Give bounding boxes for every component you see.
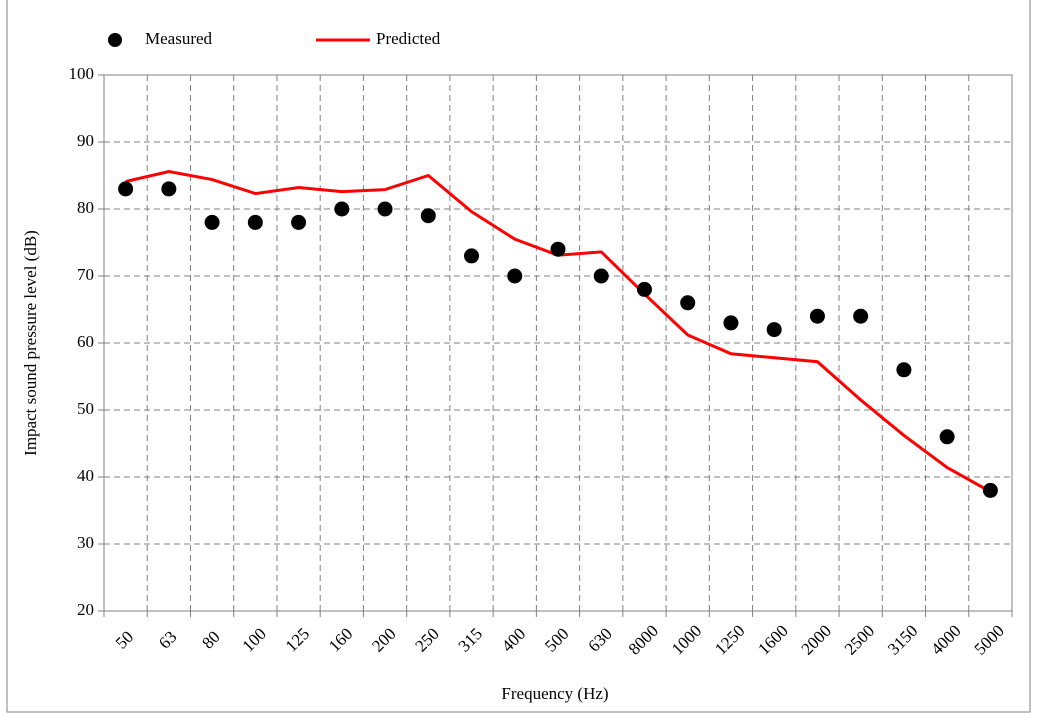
x-tick-label: 315 — [455, 624, 486, 655]
data-point — [723, 315, 739, 331]
data-point — [809, 308, 825, 324]
data-point — [896, 362, 912, 378]
x-tick-label: 1250 — [711, 621, 748, 658]
data-point — [204, 214, 220, 230]
data-point — [334, 201, 350, 217]
x-tick-label: 160 — [325, 624, 356, 655]
x-tick-label: 8000 — [625, 621, 662, 658]
x-tick-label: 500 — [541, 624, 572, 655]
chart-border — [6, 0, 1031, 713]
x-tick-label: 200 — [368, 624, 399, 655]
x-tick-label: 400 — [498, 624, 529, 655]
data-point — [680, 295, 696, 311]
data-point — [507, 268, 523, 284]
x-tick-label: 2000 — [798, 621, 835, 658]
plot-frame — [103, 74, 1013, 612]
data-point — [420, 208, 436, 224]
y-tick-label: 70 — [77, 265, 94, 284]
data-point — [550, 241, 566, 257]
data-point — [291, 214, 307, 230]
x-tick-label: 5000 — [971, 621, 1008, 658]
data-point — [161, 181, 177, 197]
legend-label: Measured — [145, 29, 213, 48]
x-tick-label: 630 — [584, 624, 615, 655]
y-tick-label: 20 — [77, 600, 94, 619]
x-tick-label: 4000 — [927, 621, 964, 658]
data-point — [853, 308, 869, 324]
x-tick-label: 1600 — [754, 621, 791, 658]
x-tick-label: 63 — [155, 627, 180, 652]
data-point — [593, 268, 609, 284]
data-point — [636, 281, 652, 297]
x-tick-label: 80 — [198, 627, 223, 652]
y-tick-label: 60 — [77, 332, 94, 351]
y-tick-label: 30 — [77, 533, 94, 552]
x-axis-title: Frequency (Hz) — [501, 684, 608, 703]
legend-marker — [108, 33, 122, 47]
data-point — [118, 181, 134, 197]
x-tick-label: 2500 — [841, 621, 878, 658]
x-tick-label: 3150 — [884, 621, 921, 658]
x-tick-label: 1000 — [668, 621, 705, 658]
data-point — [766, 322, 782, 338]
data-point — [982, 482, 998, 498]
x-tick-label: 50 — [112, 627, 137, 652]
x-tick-label: 250 — [411, 624, 442, 655]
y-axis-title: Impact sound pressure level (dB) — [21, 230, 40, 456]
legend-label: Predicted — [376, 29, 441, 48]
y-tick-label: 40 — [77, 466, 94, 485]
y-tick-label: 100 — [69, 64, 95, 83]
x-tick-label: 100 — [238, 624, 269, 655]
data-point — [377, 201, 393, 217]
y-tick-label: 90 — [77, 131, 94, 150]
data-point — [464, 248, 480, 264]
data-point — [939, 429, 955, 445]
y-tick-label: 80 — [77, 198, 94, 217]
y-tick-label: 50 — [77, 399, 94, 418]
x-tick-label: 125 — [282, 624, 313, 655]
data-point — [247, 214, 263, 230]
